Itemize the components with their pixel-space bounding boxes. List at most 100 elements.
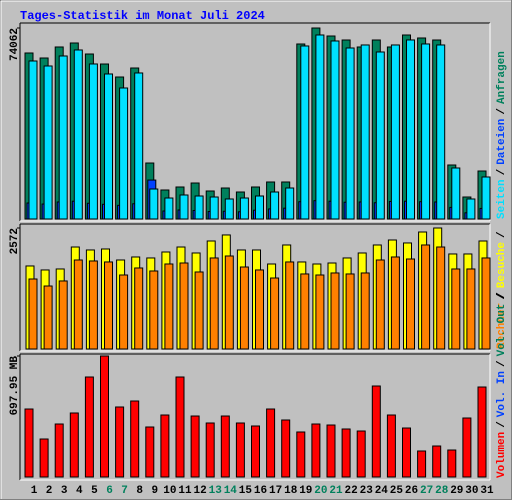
- bar: [73, 259, 83, 350]
- bar: [43, 285, 53, 350]
- bar: [356, 430, 366, 478]
- bar: [24, 408, 34, 478]
- bar: [69, 412, 79, 478]
- bar: [54, 423, 64, 478]
- bar: [104, 73, 113, 220]
- y-tick-label: 697.95 MB: [9, 356, 21, 416]
- bar: [371, 385, 381, 478]
- bar: [134, 267, 144, 350]
- bar: [436, 246, 446, 350]
- legend-entry: Rechner: [496, 303, 508, 349]
- bar: [406, 39, 415, 220]
- legend-entry: Seiten: [496, 179, 508, 219]
- legend-entry: Dateien: [496, 119, 508, 165]
- x-tick-label: 19: [299, 485, 312, 497]
- bar: [300, 273, 310, 350]
- bar: [164, 263, 174, 350]
- bar: [375, 259, 385, 350]
- bar: [209, 257, 219, 350]
- x-tick-label: 12: [193, 485, 206, 497]
- bar: [88, 260, 98, 350]
- legend-separator: /: [496, 293, 508, 300]
- legend-entry: Volumen: [496, 432, 508, 478]
- bar: [28, 60, 38, 220]
- x-tick-label: 8: [136, 485, 143, 497]
- bar: [130, 400, 140, 478]
- x-tick-label: 11: [178, 485, 192, 497]
- x-tick-label: 28: [435, 485, 449, 497]
- legend-entry: Besuche: [496, 242, 508, 289]
- x-tick-label: 25: [390, 485, 404, 497]
- legend-separator: /: [496, 292, 508, 299]
- x-tick-label: 20: [314, 485, 327, 497]
- bar: [115, 406, 125, 478]
- bar: [194, 271, 204, 350]
- bar: [390, 256, 400, 350]
- bar: [73, 49, 83, 220]
- x-tick-label: 22: [344, 485, 357, 497]
- bar: [360, 44, 370, 220]
- bar: [84, 376, 94, 478]
- bar: [315, 274, 325, 350]
- x-tick-label: 26: [405, 485, 418, 497]
- bar: [285, 187, 295, 220]
- bar: [345, 273, 355, 350]
- bar: [266, 408, 276, 478]
- x-tick-label: 10: [163, 485, 176, 497]
- x-tick-label: 23: [360, 485, 374, 497]
- bar: [179, 262, 189, 350]
- bar: [296, 431, 306, 478]
- legend-entry: Vol. Out: [496, 304, 508, 357]
- bar: [134, 72, 144, 220]
- bar: [104, 261, 113, 350]
- bar: [330, 272, 340, 350]
- bar: [270, 277, 280, 350]
- bar: [119, 274, 129, 350]
- bar: [390, 44, 400, 220]
- bar: [224, 198, 234, 220]
- bar: [205, 422, 215, 478]
- legend-separator: /: [496, 360, 508, 367]
- bar: [209, 196, 219, 220]
- bar: [239, 266, 249, 350]
- bar: [119, 87, 129, 220]
- legend-separator: /: [496, 168, 508, 175]
- legend-separator: /: [496, 231, 508, 238]
- x-tick-label: 24: [375, 485, 389, 497]
- y-tick-label: 74062: [9, 28, 21, 61]
- bar: [28, 278, 38, 350]
- x-tick-label: 15: [239, 485, 253, 497]
- bar: [315, 34, 325, 220]
- bar: [251, 425, 260, 478]
- bar: [255, 269, 264, 350]
- bar: [466, 268, 476, 350]
- bar: [88, 63, 98, 220]
- bar: [39, 438, 49, 478]
- bar: [386, 414, 396, 478]
- bar: [436, 44, 446, 220]
- x-tick-label: 29: [450, 485, 463, 497]
- bar: [466, 198, 476, 220]
- bar: [451, 167, 461, 220]
- chart-title: Tages-Statistik im Monat Juli 2024: [20, 9, 265, 23]
- x-tick-label: 17: [269, 485, 282, 497]
- x-tick-label: 27: [420, 485, 433, 497]
- x-tick-label: 14: [224, 485, 238, 497]
- bar: [160, 414, 170, 478]
- bar: [43, 65, 53, 220]
- bar: [190, 415, 200, 478]
- x-tick-label: 21: [329, 485, 343, 497]
- legend-entry: Anfragen: [496, 51, 508, 104]
- bar: [281, 419, 291, 478]
- x-tick-label: 3: [61, 485, 68, 497]
- x-tick-label: 4: [76, 485, 83, 497]
- legend-entry: Vol. In: [496, 371, 508, 417]
- bar: [375, 51, 385, 220]
- bar: [345, 47, 355, 220]
- bar: [58, 280, 68, 350]
- legend-separator: /: [496, 108, 508, 115]
- bar: [175, 376, 185, 478]
- bar: [300, 45, 310, 220]
- bar: [481, 176, 491, 220]
